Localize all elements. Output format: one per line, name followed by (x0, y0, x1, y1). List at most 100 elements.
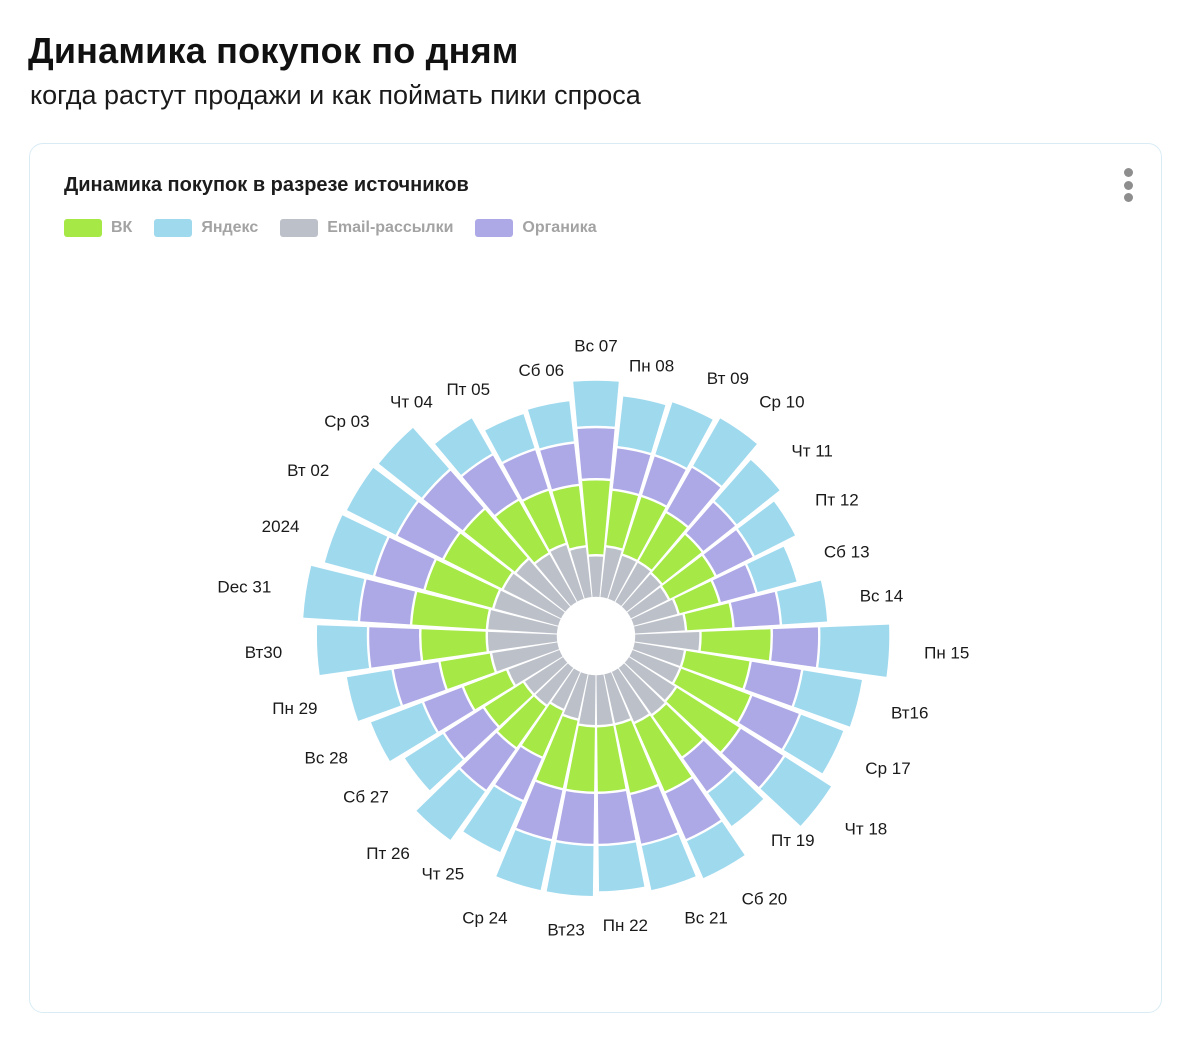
bar-segment[interactable] (369, 627, 421, 668)
bar-segment[interactable] (667, 467, 721, 526)
bar-segment[interactable] (563, 672, 588, 719)
bar-segment[interactable] (462, 455, 518, 515)
bar-segment[interactable] (393, 662, 446, 705)
bar-segment[interactable] (535, 554, 577, 606)
bar-segment[interactable] (324, 515, 388, 576)
bar-segment[interactable] (523, 490, 566, 550)
bar-segment[interactable] (516, 559, 571, 612)
bar-segment[interactable] (416, 769, 485, 840)
bar-segment[interactable] (588, 556, 604, 597)
bar-segment[interactable] (638, 513, 687, 570)
bar-segment[interactable] (525, 657, 568, 694)
bar-segment[interactable] (662, 556, 715, 599)
bar-segment[interactable] (484, 682, 533, 726)
bar-segment[interactable] (682, 650, 750, 689)
bar-segment[interactable] (631, 599, 678, 626)
bar-segment[interactable] (536, 716, 578, 788)
bar-segment[interactable] (617, 396, 666, 453)
bar-segment[interactable] (666, 687, 740, 752)
bar-segment[interactable] (582, 480, 610, 555)
bar-segment[interactable] (771, 627, 819, 667)
bar-segment[interactable] (818, 624, 890, 677)
bar-segment[interactable] (360, 579, 415, 625)
bar-segment[interactable] (464, 509, 528, 572)
bar-segment[interactable] (730, 592, 780, 628)
bar-segment[interactable] (777, 580, 828, 625)
bar-segment[interactable] (464, 670, 514, 710)
bar-segment[interactable] (546, 842, 594, 897)
bar-segment[interactable] (783, 714, 844, 774)
bar-segment[interactable] (566, 725, 595, 792)
bar-segment[interactable] (604, 672, 631, 724)
bar-segment[interactable] (463, 786, 523, 853)
bar-segment[interactable] (612, 448, 651, 494)
bar-segment[interactable] (624, 657, 675, 700)
bar-segment[interactable] (540, 443, 579, 490)
bar-segment[interactable] (693, 418, 757, 486)
bar-segment[interactable] (722, 728, 784, 788)
bar-segment[interactable] (421, 629, 487, 661)
bar-segment[interactable] (375, 537, 435, 590)
bar-segment[interactable] (683, 740, 733, 792)
bar-segment[interactable] (503, 450, 548, 500)
bar-segment[interactable] (630, 786, 678, 844)
bar-segment[interactable] (608, 555, 637, 602)
bar-segment[interactable] (440, 653, 495, 689)
bar-segment[interactable] (665, 778, 721, 839)
legend-item-vk[interactable]: ВК (64, 219, 132, 237)
bar-segment[interactable] (494, 590, 561, 626)
bar-segment[interactable] (635, 715, 692, 792)
bar-segment[interactable] (618, 663, 665, 714)
bar-segment[interactable] (700, 629, 771, 661)
bar-segment[interactable] (674, 668, 751, 722)
bar-segment[interactable] (516, 781, 563, 840)
bar-segment[interactable] (600, 547, 622, 599)
bar-segment[interactable] (346, 467, 417, 535)
bar-segment[interactable] (496, 500, 549, 563)
bar-segment[interactable] (397, 502, 459, 559)
bar-segment[interactable] (444, 533, 512, 589)
bar-segment[interactable] (684, 603, 733, 631)
bar-segment[interactable] (703, 530, 753, 576)
bar-segment[interactable] (424, 687, 474, 732)
bar-segment[interactable] (508, 650, 563, 685)
bar-segment[interactable] (485, 414, 535, 462)
bar-segment[interactable] (642, 456, 686, 506)
bar-segment[interactable] (747, 546, 797, 593)
bar-segment[interactable] (404, 733, 463, 791)
bar-segment[interactable] (634, 614, 685, 634)
bar-segment[interactable] (488, 610, 558, 634)
bar-segment[interactable] (629, 650, 680, 683)
bar-segment[interactable] (596, 674, 613, 726)
bar-segment[interactable] (744, 661, 802, 706)
bar-segment[interactable] (793, 670, 862, 727)
bar-segment[interactable] (496, 830, 552, 891)
bar-segment[interactable] (552, 486, 586, 549)
legend-item-email[interactable]: Email-рассылки (280, 219, 453, 237)
bar-segment[interactable] (412, 592, 489, 630)
bar-segment[interactable] (535, 663, 574, 705)
bar-segment[interactable] (634, 632, 700, 651)
bar-segment[interactable] (622, 497, 666, 560)
bar-segment[interactable] (632, 642, 684, 666)
bar-segment[interactable] (579, 674, 596, 726)
bar-segment[interactable] (492, 642, 560, 672)
bar-segment[interactable] (655, 402, 713, 468)
bar-segment[interactable] (714, 459, 780, 525)
more-vertical-icon[interactable] (1117, 166, 1139, 204)
bar-segment[interactable] (423, 470, 484, 531)
bar-segment[interactable] (556, 791, 595, 844)
bar-segment[interactable] (712, 565, 756, 603)
bar-segment[interactable] (615, 720, 658, 793)
bar-segment[interactable] (444, 708, 498, 758)
legend-item-organic[interactable]: Органика (475, 219, 597, 237)
bar-segment[interactable] (653, 704, 702, 757)
bar-segment[interactable] (495, 747, 542, 800)
bar-segment[interactable] (606, 490, 639, 549)
legend-item-yandex[interactable]: Яндекс (154, 219, 258, 237)
bar-segment[interactable] (597, 725, 626, 792)
bar-segment[interactable] (522, 703, 563, 757)
bar-segment[interactable] (460, 732, 516, 790)
bar-segment[interactable] (378, 427, 450, 498)
bar-segment[interactable] (621, 574, 661, 612)
